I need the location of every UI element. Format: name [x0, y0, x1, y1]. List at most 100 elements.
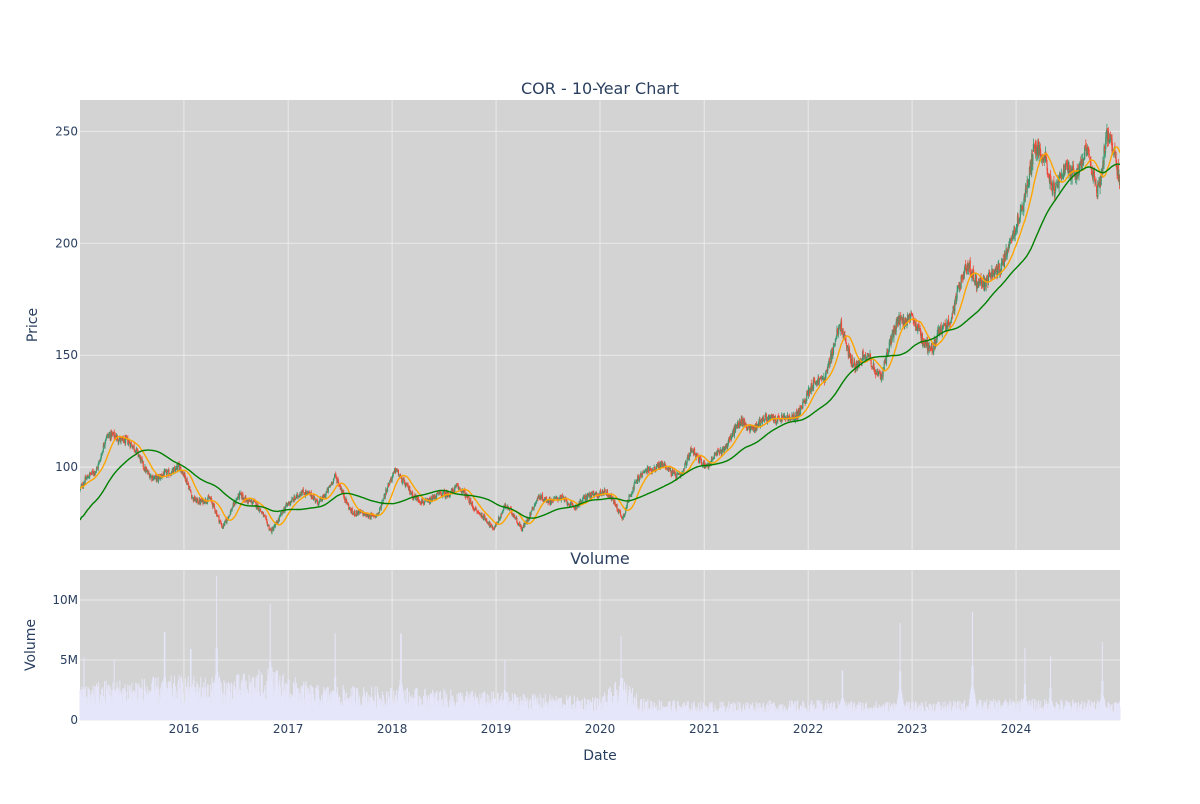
candle-body [992, 273, 993, 277]
candle-body [562, 495, 563, 497]
candle-body [1089, 154, 1090, 156]
price-chart-title: COR - 10-Year Chart [521, 79, 679, 98]
candle-body [943, 326, 944, 327]
candle-body [352, 509, 353, 514]
candle-body [174, 468, 175, 471]
candle-body [833, 344, 834, 355]
candle-body [189, 487, 190, 488]
candle-body [634, 483, 635, 489]
candle-body [1003, 259, 1004, 263]
price-y-axis-label: Price [25, 308, 41, 342]
candle-body [385, 493, 386, 497]
candle-body [118, 441, 119, 443]
price-y-tick-label: 100 [55, 460, 78, 474]
candle-body [826, 371, 827, 375]
candle-body [402, 480, 403, 484]
candle-body [855, 371, 856, 372]
candle-body [1083, 163, 1084, 164]
candle-body [106, 439, 107, 440]
candle-body [922, 334, 923, 345]
candle-body [387, 488, 388, 491]
candle-body [930, 349, 931, 350]
candle-body [620, 511, 621, 515]
candle-body [96, 468, 97, 470]
candle-body [478, 512, 479, 513]
candle-body [975, 278, 976, 285]
candle-body [548, 501, 549, 503]
candle-body [383, 500, 384, 501]
candle-body [684, 464, 685, 469]
candle-body [253, 502, 254, 504]
candle-body [389, 485, 390, 486]
candle-body [760, 423, 761, 425]
candle-body [505, 505, 506, 506]
candle-body [664, 462, 665, 463]
candle-body [747, 429, 748, 430]
candle-body [186, 479, 187, 484]
candle-body [954, 300, 955, 311]
candle-body [1054, 193, 1055, 197]
candle-body [470, 499, 471, 503]
price-y-tick-label: 150 [55, 348, 78, 362]
candle-body [673, 472, 674, 474]
candle-body [134, 445, 135, 450]
candle-body [182, 472, 183, 475]
candle-body [841, 320, 842, 329]
candle-body [616, 504, 617, 509]
candle-body [333, 478, 334, 479]
candle-body [620, 515, 621, 516]
candle-body [1106, 135, 1107, 139]
candle-body [521, 527, 522, 530]
candle-body [957, 289, 958, 291]
candle-body [924, 345, 925, 347]
candle-body [672, 470, 673, 472]
candle-body [832, 347, 833, 354]
candle-body [727, 447, 728, 449]
candle-body [918, 325, 919, 328]
candle-body [639, 480, 640, 482]
candle-body [823, 377, 824, 378]
candle-body [808, 388, 809, 389]
candle-body [525, 523, 526, 524]
candle-body [1091, 170, 1092, 174]
price-y-tick-label: 250 [55, 124, 78, 138]
candle-body [273, 528, 274, 531]
candle-body [828, 363, 829, 367]
candle-body [656, 466, 657, 469]
candle-body [533, 507, 534, 510]
candle-body [863, 358, 864, 359]
candle-body [800, 407, 801, 413]
candle-body [1119, 179, 1120, 185]
candle-body [867, 356, 868, 358]
candle-body [190, 492, 191, 494]
candle-body [1032, 154, 1033, 164]
candle-body [1095, 184, 1096, 185]
candle-body [881, 373, 882, 374]
candle-body [765, 415, 766, 420]
candle-body [717, 450, 718, 455]
candle-body [325, 493, 326, 496]
candle-body [131, 443, 132, 444]
candle-body [1097, 184, 1098, 197]
candle-body [819, 381, 820, 383]
candle-body [1096, 186, 1097, 193]
candle-body [1025, 188, 1026, 189]
candle-body [687, 459, 688, 464]
candle-body [143, 461, 144, 467]
candle-body [732, 431, 733, 435]
candle-body [835, 342, 836, 345]
candle-body [260, 509, 261, 511]
candle-body [214, 505, 215, 508]
candle-body [541, 497, 542, 499]
candle-body [1084, 147, 1085, 159]
candle-body [952, 314, 953, 315]
candle-body [1056, 182, 1057, 184]
candle-body [403, 478, 404, 480]
candle-body [522, 528, 523, 532]
candle-body [1057, 184, 1058, 187]
candle-body [530, 512, 531, 515]
candle-body [316, 500, 317, 502]
